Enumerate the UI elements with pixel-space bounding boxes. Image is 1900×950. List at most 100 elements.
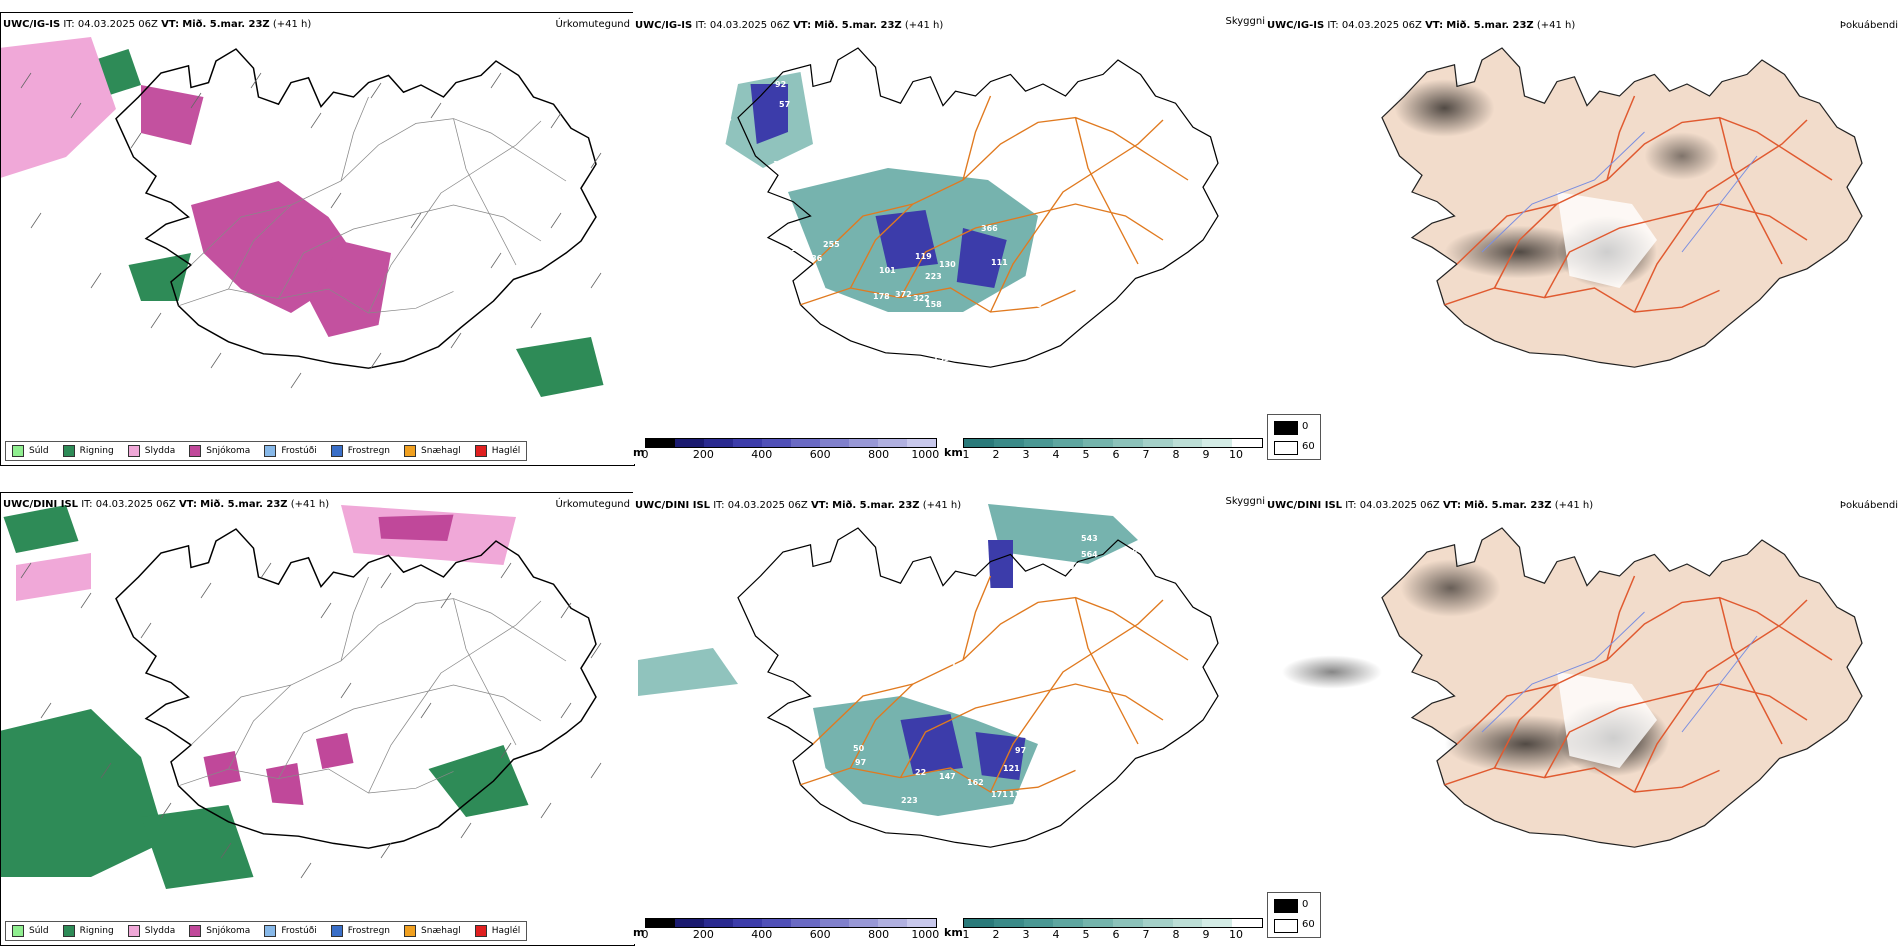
- visibility-unit: km: [944, 926, 963, 939]
- visibility-colorbar-cell: [1172, 919, 1203, 927]
- cloud-base-label: 121: [1003, 764, 1020, 773]
- cloud-base-label: 119: [915, 252, 932, 261]
- cloud-base-label: 255: [823, 240, 840, 249]
- cloud-base-label: 79: [751, 252, 763, 261]
- legend-drizzle: Súld: [12, 445, 49, 457]
- legend-freezing-rain: Frostregn: [330, 925, 390, 937]
- cloud-base-label: 156: [729, 208, 746, 217]
- fog-legend-light-swatch: [1274, 919, 1298, 933]
- visibility-panel-bottom: 543 304 564 158 239 251 77 148 118 107 1…: [633, 492, 1267, 944]
- visibility-colorbar-cell: [1083, 919, 1113, 927]
- cloud-base-label: 125: [791, 244, 808, 253]
- cloud-base-label: 99: [653, 738, 665, 747]
- cloud-base-label: 96: [799, 708, 811, 717]
- visibility-unit: km: [944, 446, 963, 459]
- cloud-base-label: 147: [939, 772, 956, 781]
- cloud-base-label: 50: [853, 744, 865, 753]
- panel-header: UWC/DINI ISL IT: 04.03.2025 06Z VT: Mið.…: [1267, 500, 1594, 511]
- cloud-base-colorbar-cell: [878, 919, 907, 927]
- cloud-base-label: 134: [861, 308, 878, 317]
- legend-drizzle: Súld: [12, 925, 49, 937]
- cloud-base-label: 167: [887, 328, 904, 337]
- cloud-base-colorbar-cell: [820, 919, 849, 927]
- visibility-colorbar-cell: [1053, 919, 1084, 927]
- panel-title: Úrkomutegund: [555, 499, 630, 510]
- precip-type-panel-top: UWC/IG-IS IT: 04.03.2025 06Z VT: Mið. 5.…: [0, 12, 635, 466]
- rivers: [1481, 611, 1758, 733]
- low-cloud-base-area: [956, 228, 1007, 288]
- visibility-colorbar: 1 2 3 4 5 6 7 8 9 10: [963, 918, 1263, 941]
- cloud-base-label: 223: [901, 796, 918, 805]
- fog-area: [1444, 225, 1595, 279]
- visibility-colorbar-cell: [964, 919, 994, 927]
- cloud-base-unit: m: [633, 446, 645, 459]
- cloud-base-unit: m: [633, 926, 645, 939]
- cloud-base-colorbar-cell: [733, 439, 762, 447]
- panel-header: UWC/DINI ISL IT: 04.03.2025 06Z VT: Mið.…: [635, 500, 962, 511]
- fog-legend: 0 60: [1267, 414, 1321, 460]
- cloud-base-label: 114: [1009, 790, 1026, 799]
- cloud-base-label: 159: [863, 320, 880, 329]
- cloud-base-label: 372: [895, 290, 912, 299]
- low-visibility-area: [638, 648, 738, 696]
- snow-area: [316, 733, 354, 769]
- visibility-colorbar-cell: [993, 919, 1024, 927]
- snow-area: [191, 181, 354, 313]
- cloud-base-label: 97: [855, 758, 867, 767]
- cloud-base-label: 107: [951, 662, 968, 671]
- visibility-colorbar-cell: [993, 439, 1024, 447]
- visibility-panel-top: 115 92 57 118 131 121 156 287 79 255 86 …: [633, 12, 1267, 464]
- cloud-base-colorbar-cell: [849, 919, 878, 927]
- low-cloud-base-area: [900, 714, 963, 774]
- cloud-base-label: 287: [761, 198, 778, 207]
- fog-legend-dark-swatch: [1274, 421, 1298, 435]
- visibility-colorbar-cell: [1202, 439, 1233, 447]
- cloud-base-colorbar-cell: [849, 439, 878, 447]
- fog-map-bottom: [1282, 527, 1863, 848]
- cloud-base-label: 68: [983, 824, 995, 833]
- cloud-base-label: 251: [1223, 562, 1240, 571]
- visibility-colorbar-cell: [1112, 439, 1143, 447]
- cloud-base-colorbar-cell: [878, 439, 907, 447]
- cloud-base-label: 137: [981, 710, 998, 719]
- legend-rain: Rigning: [62, 445, 114, 457]
- low-cloud-base-area: [988, 540, 1013, 588]
- cloud-base-colorbar-cell: [646, 919, 675, 927]
- visibility-colorbar-cell: [1023, 439, 1054, 447]
- cloud-base-colorbar-cell: [675, 919, 704, 927]
- cloud-base-colorbar-cell: [675, 439, 704, 447]
- cloud-base-colorbar-cell: [791, 439, 820, 447]
- cloud-base-label: 153: [719, 786, 736, 795]
- cloud-base-colorbar-cell: [907, 439, 936, 447]
- legend-snow: Snjókoma: [189, 925, 250, 937]
- legend-sleet: Slydda: [127, 445, 175, 457]
- cloud-base-label: 564: [1081, 550, 1098, 559]
- fog-panel-top: UWC/IG-IS IT: 04.03.2025 06Z VT: Mið. 5.…: [1267, 12, 1900, 464]
- glacier: [1557, 672, 1657, 768]
- visibility-colorbar-cell: [1232, 919, 1262, 927]
- low-visibility-area: [988, 504, 1138, 564]
- cloud-base-label: 118: [715, 114, 732, 123]
- cloud-base-colorbar-cell: [704, 919, 733, 927]
- cloud-base-colorbar: 0 200 400 600 800 1000: [642, 438, 939, 461]
- rivers: [1481, 131, 1758, 253]
- cloud-base-label: 149: [781, 832, 798, 841]
- cloud-base-label: 543: [1081, 534, 1098, 543]
- cloud-base-label: 91: [933, 390, 945, 399]
- panel-header: UWC/DINI ISL IT: 04.03.2025 06Z VT: Mið.…: [3, 499, 330, 510]
- rain-area: [516, 337, 604, 397]
- cloud-base-label: 116: [801, 836, 818, 845]
- cloud-base-colorbar-cell: [646, 439, 675, 447]
- cloud-base-label: 131: [773, 160, 790, 169]
- sleet-area: [1, 37, 116, 178]
- cloud-base-label: 57: [779, 100, 791, 109]
- rain-area: [141, 805, 254, 889]
- legend-freezing-drizzle: Frostúði: [264, 445, 317, 457]
- precip-type-map-bottom: [1, 505, 602, 889]
- cloud-base-colorbar-cell: [762, 919, 791, 927]
- cloud-base-label: 121: [747, 180, 764, 189]
- legend-hail: Haglél: [474, 925, 520, 937]
- cloud-base-label: 153: [933, 354, 950, 363]
- cloud-base-label: 229: [1003, 290, 1020, 299]
- cloud-base-label: 107: [903, 368, 920, 377]
